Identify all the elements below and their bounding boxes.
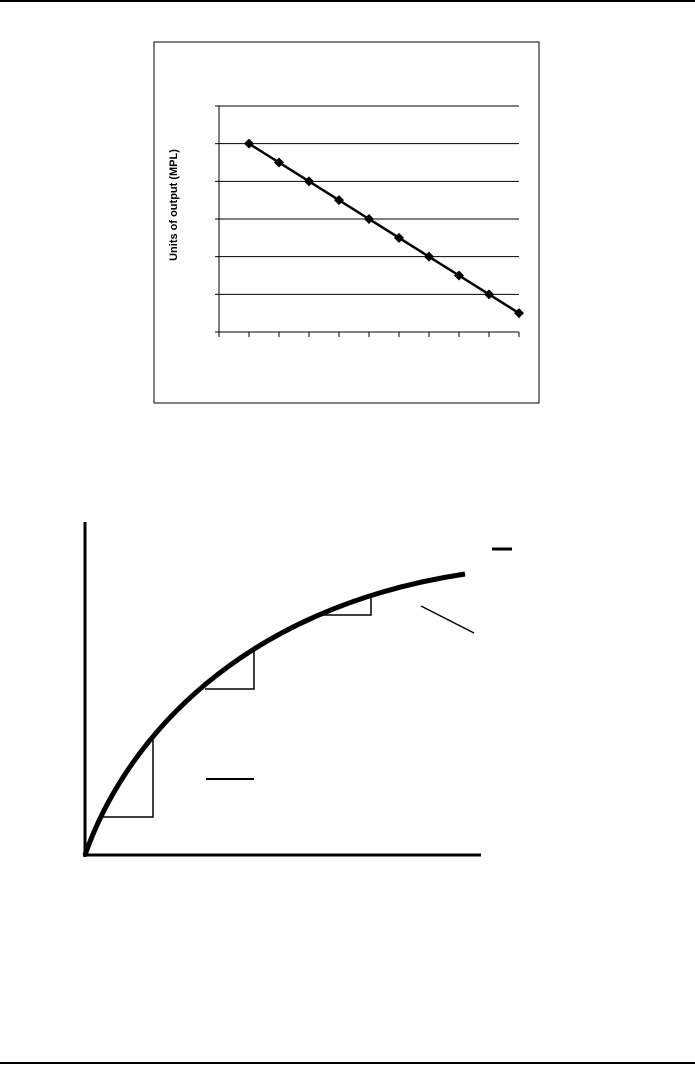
point [394,232,404,243]
point [334,195,344,206]
point [364,214,374,224]
point [424,251,434,262]
series-line [248,142,520,315]
step [205,650,255,690]
step [103,740,154,818]
point [244,138,254,149]
pointer [420,605,475,634]
plot-area [215,105,524,337]
point [514,308,524,319]
point [454,270,464,281]
y-axis-label: Units of output (MPL) [168,149,180,261]
curve [82,571,466,856]
step [322,596,372,616]
diagram [82,522,512,857]
point [304,176,314,187]
chart-frame [153,41,540,404]
point [484,289,494,300]
point [274,157,284,168]
